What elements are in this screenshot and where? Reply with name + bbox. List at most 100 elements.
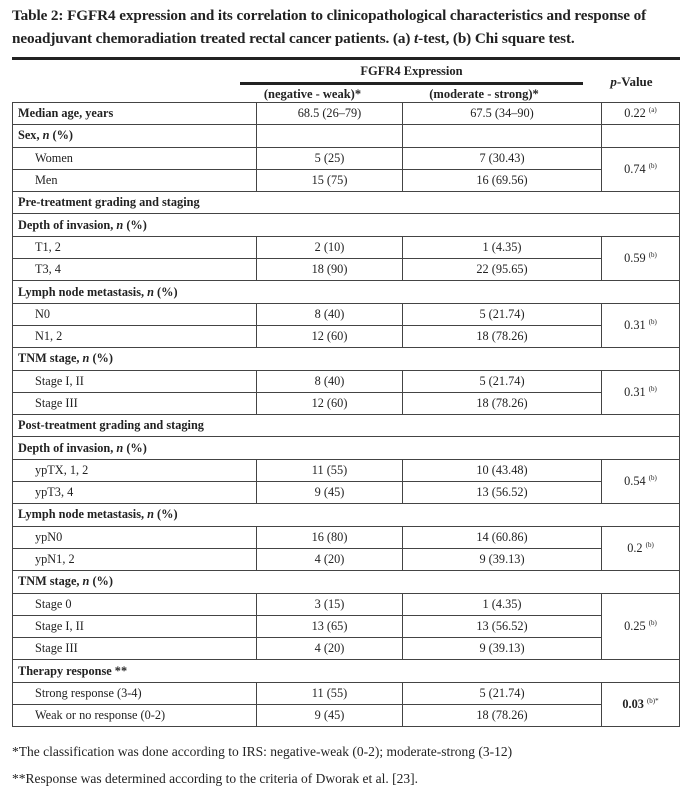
p-value: 0.2 xyxy=(627,540,643,555)
data-table: Median age, years 68.5 (26–79) 67.5 (34–90… xyxy=(12,101,680,728)
label-text: Therapy response ** xyxy=(18,663,128,678)
label-text: Sex, xyxy=(18,128,43,143)
row-label: T3, 4 xyxy=(12,258,257,282)
empty-cell xyxy=(402,124,602,148)
p-value: 0.31 xyxy=(624,384,646,399)
row-label: Weak or no response (0-2) xyxy=(12,704,257,728)
value-negative-weak: 5 (25) xyxy=(256,146,403,170)
group-label: TNM stage, n (%) xyxy=(12,570,680,594)
test-marker: (a) xyxy=(648,106,657,115)
label-text: n xyxy=(82,574,90,589)
p-value-cell: 0.31 (b) xyxy=(601,302,680,349)
p-value: 0.22 xyxy=(624,106,646,121)
p-value-cell: 0.31 (b) xyxy=(601,369,680,416)
group-header-row: Lymph node metastasis, n (%) xyxy=(12,503,680,527)
p-value-cell: 0.74 (b) xyxy=(601,146,680,193)
table-title: Table 2: FGFR4 expression and its correl… xyxy=(12,7,647,47)
top-rule xyxy=(12,57,680,60)
header-moderate-strong: (moderate - strong)* xyxy=(429,87,539,101)
table-row: N1, 2 12 (60) 18 (78.26) xyxy=(12,324,680,349)
footnote-classification: *The classification was done according t… xyxy=(12,744,513,759)
row-label: ypTX, 1, 2 xyxy=(12,458,257,483)
value-moderate-strong: 5 (21.74) xyxy=(402,369,602,393)
value-negative-weak: 13 (65) xyxy=(256,614,403,639)
value-negative-weak: 8 (40) xyxy=(256,369,403,393)
row-label: Women xyxy=(12,146,257,170)
p-value-cell: 0.54 (b) xyxy=(601,458,680,505)
table-row: Median age, years 68.5 (26–79) 67.5 (34–90… xyxy=(12,101,680,126)
group-header-row: Depth of invasion, n (%) xyxy=(12,436,680,460)
label-text: Depth of invasion, xyxy=(18,217,117,232)
p-value-cell: 0.59 (b) xyxy=(601,235,680,282)
value-moderate-strong: 67.5 (34–90) xyxy=(402,101,602,126)
group-label: Sex, n (%) xyxy=(12,124,257,148)
label-text: n xyxy=(82,351,90,366)
empty-cell xyxy=(601,124,680,148)
label-text: n xyxy=(147,284,154,299)
row-label: T1, 2 xyxy=(12,235,257,260)
table-row: Men 15 (75) 16 (69.56) xyxy=(12,168,680,193)
label-text: n xyxy=(116,217,124,232)
value-moderate-strong: 13 (56.52) xyxy=(402,614,602,639)
footnotes: *The classification was done according t… xyxy=(12,738,512,792)
row-label: ypN0 xyxy=(12,525,257,549)
value-moderate-strong: 5 (21.74) xyxy=(402,302,602,326)
p-value: 0.25 xyxy=(624,619,646,634)
table-row: Strong response (3-4) 11 (55) 5 (21.74) 0.0… xyxy=(12,681,680,728)
label-text: (%) xyxy=(89,351,113,366)
p-value-cell: 0.2 (b) xyxy=(601,525,680,572)
row-label: ypN1, 2 xyxy=(12,547,257,572)
value-moderate-strong: 18 (78.26) xyxy=(402,324,602,349)
p-value: 0.03 xyxy=(622,697,644,712)
label-text: (%) xyxy=(49,128,74,143)
label-text: Depth of invasion, xyxy=(18,440,117,455)
row-label: ypT3, 4 xyxy=(12,481,257,505)
value-negative-weak: 18 (90) xyxy=(256,258,403,282)
test-marker: (b) xyxy=(648,474,657,482)
value-moderate-strong: 10 (43.48) xyxy=(402,458,602,483)
group-header-row: Therapy response ** xyxy=(12,659,680,683)
label-text: (%) xyxy=(123,440,147,455)
p-value-rest: -Value xyxy=(616,74,653,89)
p-value: 0.54 xyxy=(624,474,646,489)
test-marker: (b)* xyxy=(646,696,659,705)
test-marker: (b) xyxy=(648,161,657,170)
label-text: TNM stage, xyxy=(18,574,83,589)
label-text: (%) xyxy=(123,217,147,232)
table-row: Weak or no response (0-2) 9 (45) 18 (78.26… xyxy=(12,704,680,728)
row-label: N0 xyxy=(12,302,257,326)
value-moderate-strong: 1 (4.35) xyxy=(402,592,602,616)
value-negative-weak: 3 (15) xyxy=(256,592,403,616)
group-label: Depth of invasion, n (%) xyxy=(12,436,680,460)
label-text: n xyxy=(116,440,124,455)
value-negative-weak: 11 (55) xyxy=(256,458,403,483)
test-marker: (b) xyxy=(648,384,657,393)
row-label: Stage I, II xyxy=(12,369,257,393)
empty-cell xyxy=(256,124,403,148)
table-row: Stage I, II 8 (40) 5 (21.74) 0.31 (b) xyxy=(12,369,680,416)
value-negative-weak: 9 (45) xyxy=(256,704,403,728)
value-moderate-strong: 1 (4.35) xyxy=(402,235,602,260)
row-label: Stage I, II xyxy=(12,614,257,639)
group-header-row: Lymph node metastasis, n (%) xyxy=(12,280,680,304)
label-text: (%) xyxy=(89,574,113,589)
label-text: (%) xyxy=(153,507,178,522)
row-label: Stage 0 xyxy=(12,592,257,616)
p-letter: p xyxy=(610,74,617,89)
header-group-fgfr4: FGFR4 Expression xyxy=(360,64,463,78)
row-label: Men xyxy=(12,168,257,193)
label-text: n xyxy=(42,128,50,143)
value-moderate-strong: 18 (78.26) xyxy=(402,391,602,416)
table-row: ypTX, 1, 2 11 (55) 10 (43.48) 0.54 (b) xyxy=(12,458,680,505)
table-row: Stage III 12 (60) 18 (78.26) xyxy=(12,391,680,416)
p-value-cell: 0.22 (a) xyxy=(601,101,680,126)
table-header: FGFR4 Expression (negative - weak)* (mod… xyxy=(12,60,680,102)
label-text: (%) xyxy=(153,284,178,299)
table-row: Stage I, II 13 (65) 13 (56.52) xyxy=(12,614,680,639)
value-moderate-strong: 16 (69.56) xyxy=(402,168,602,193)
p-value: 0.59 xyxy=(624,251,646,266)
value-negative-weak: 4 (20) xyxy=(256,547,403,572)
value-moderate-strong: 18 (78.26) xyxy=(402,704,602,728)
test-marker: (b) xyxy=(648,251,657,260)
